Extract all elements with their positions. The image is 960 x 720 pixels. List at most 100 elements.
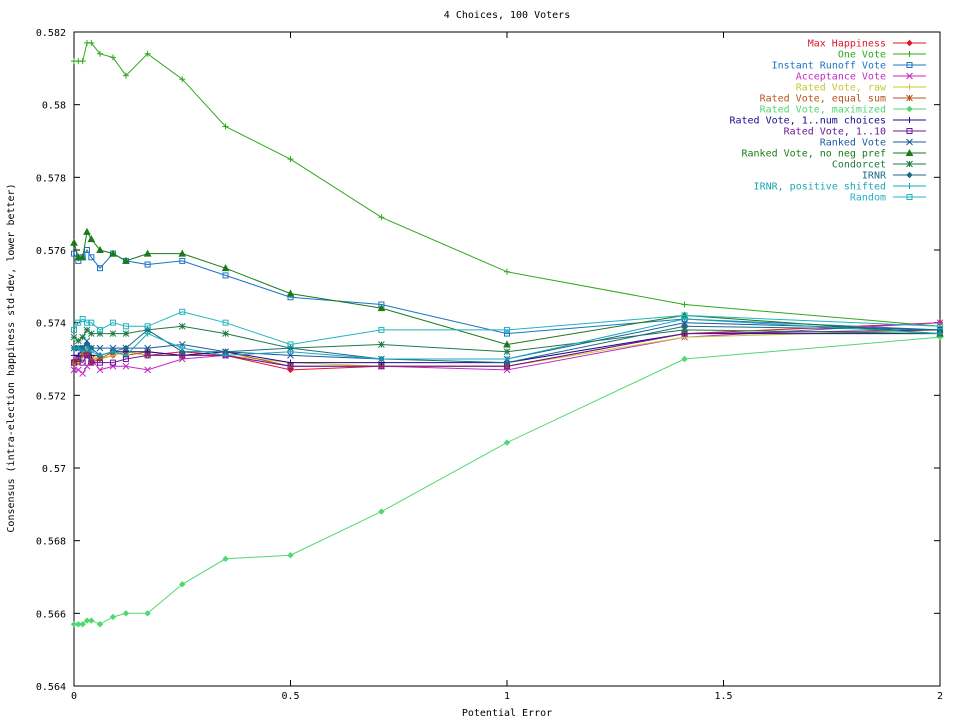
legend-marker [906,183,913,189]
data-point [681,323,688,330]
legend-label: Random [850,193,886,204]
data-point [144,261,151,268]
data-point [75,319,82,326]
series-line [74,318,941,360]
data-point [75,621,82,628]
data-point [144,348,151,355]
legend-label: Rated Vote, maximized [760,105,886,116]
data-point [144,366,151,374]
data-point [504,330,510,337]
data-point [287,363,294,370]
data-point [87,330,95,337]
data-point [378,508,385,515]
data-point [681,316,688,323]
x-tick-label: 0 [71,691,77,702]
data-point [178,341,186,348]
data-point [179,76,186,83]
data-point [88,319,95,326]
legend-item: Random [850,193,926,204]
series-line [73,230,941,346]
series-line [74,42,941,327]
legend-item: Rated Vote, 1..num choices [729,116,926,127]
legend-marker [906,105,913,113]
series-irnr-positive-shifted [71,316,943,362]
data-point [144,352,151,359]
data-point [96,355,104,363]
data-point [79,359,86,366]
data-point [504,356,510,362]
data-point [937,323,943,330]
legend-label: Ranked Vote [820,138,886,149]
data-point [287,352,294,359]
x-tick-label: 1 [504,691,510,702]
series-layer [70,39,944,628]
data-point [681,326,688,334]
data-point [83,345,90,352]
data-point [71,359,77,366]
series-line [73,329,941,367]
data-point [504,268,510,275]
data-point [222,330,229,337]
data-point [83,319,90,326]
x-axis-label: Potential Error [462,708,552,719]
data-point [88,617,95,624]
data-point [503,439,511,446]
data-point [287,551,294,559]
data-point [179,581,186,588]
legend-item: Instant Runoff Vote [772,61,926,72]
legend-item: Rated Vote, 1..10 [784,127,926,138]
data-point [222,555,229,563]
legend-label: Acceptance Vote [796,72,886,83]
data-point [70,333,78,341]
data-point [179,257,186,264]
legend-label: IRNR [862,171,887,182]
data-point [79,370,87,377]
data-point [75,352,82,359]
legend-label: Rated Vote, 1..num choices [729,116,886,127]
data-point [83,617,91,624]
data-point [122,72,129,79]
data-point [222,319,229,326]
legend-label: Instant Runoff Vote [772,61,886,72]
data-point [144,50,151,57]
legend-item: IRNR [862,171,926,182]
data-point [221,264,230,272]
data-point [78,253,87,261]
data-point [122,362,130,370]
data-point [96,265,103,272]
legend-label: IRNR, positive shifted [754,182,886,193]
series-line [74,336,941,625]
x-tick-label: 1.5 [714,691,732,702]
data-point [88,348,95,355]
series-ranked-vote-no-neg-pref [70,227,944,348]
legend-item: One Vote [838,50,926,61]
data-point [109,359,116,366]
legend-marker [906,72,913,80]
data-point [287,359,294,366]
data-point [222,272,229,279]
legend-label: Condorcet [832,160,886,171]
series-line [74,325,941,364]
legend-marker [906,194,913,200]
data-point [70,359,78,366]
legend-marker [906,39,913,47]
y-tick-label: 0.58 [42,101,66,112]
legend-marker [906,160,913,168]
data-point [96,621,104,628]
legend-label: Max Happiness [808,39,886,50]
data-point [378,356,385,362]
data-point [75,345,82,352]
data-point [504,326,510,333]
data-point [75,356,82,362]
data-point [87,355,95,363]
legend-marker [906,138,913,146]
data-point [179,348,186,355]
data-point [503,340,511,348]
y-axis-label: Consensus (intra-election happiness std-… [6,183,17,532]
data-point [83,348,91,356]
data-point [287,348,294,355]
data-point [79,316,86,323]
legend-label: Rated Vote, raw [796,83,887,94]
data-point [79,348,86,355]
